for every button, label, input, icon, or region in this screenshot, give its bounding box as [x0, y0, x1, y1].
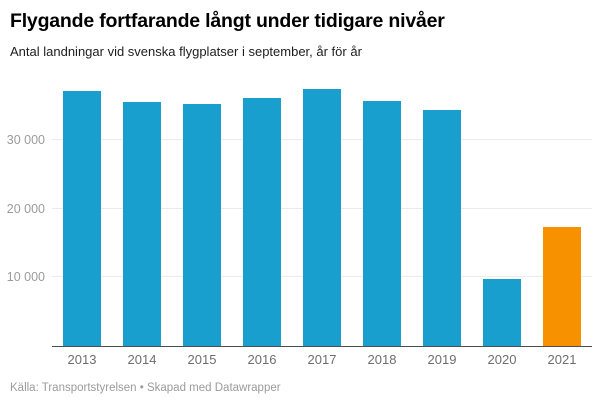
x-axis-label: 2016: [247, 352, 277, 367]
y-axis-tick-label: 30 000: [6, 132, 45, 147]
x-axis-label: 2018: [367, 352, 397, 367]
bar-chart: 10 000 20 000 30 000 2013 2014 2015 2016 2017 2…: [7, 85, 592, 367]
bar-2019[interactable]: [423, 109, 461, 346]
x-axis-label: 2013: [67, 352, 97, 367]
x-axis-label: 2017: [307, 352, 337, 367]
bar-2020[interactable]: [483, 278, 521, 346]
chart-subtitle: Antal landningar vid svenska flygplatser…: [10, 44, 362, 59]
source-note: Källa: Transportstyrelsen • Skapad med D…: [10, 382, 281, 394]
bar-slot: [52, 85, 112, 346]
bar-slot: [172, 85, 232, 346]
chart-title: Flygande fortfarande långt under tidigar…: [10, 10, 445, 32]
bar-slot: [232, 85, 292, 346]
x-axis-label: 2014: [127, 352, 157, 367]
plot-area: 10 000 20 000 30 000: [7, 85, 592, 347]
bar-2013[interactable]: [63, 91, 101, 346]
bar-slot: [472, 85, 532, 346]
bars: [52, 85, 592, 346]
bar-slot: [532, 85, 592, 346]
x-axis-label: 2020: [487, 352, 517, 367]
bar-slot: [292, 85, 352, 346]
bar-2017[interactable]: [303, 89, 341, 346]
bar-2014[interactable]: [123, 102, 161, 346]
y-axis-tick-label: 10 000: [6, 270, 45, 285]
bar-2021[interactable]: [543, 226, 581, 346]
y-axis-tick-label: 20 000: [6, 201, 45, 216]
x-axis-label: 2015: [187, 352, 217, 367]
bar-2015[interactable]: [183, 104, 221, 346]
bar-slot: [412, 85, 472, 346]
x-axis-label: 2019: [427, 352, 457, 367]
bar-2018[interactable]: [363, 101, 401, 346]
bar-2016[interactable]: [243, 98, 281, 346]
bar-slot: [112, 85, 172, 346]
x-axis-labels: 2013 2014 2015 2016 2017 2018 2019 2020 2021: [52, 352, 592, 367]
bar-slot: [352, 85, 412, 346]
x-axis-label: 2021: [547, 352, 577, 367]
